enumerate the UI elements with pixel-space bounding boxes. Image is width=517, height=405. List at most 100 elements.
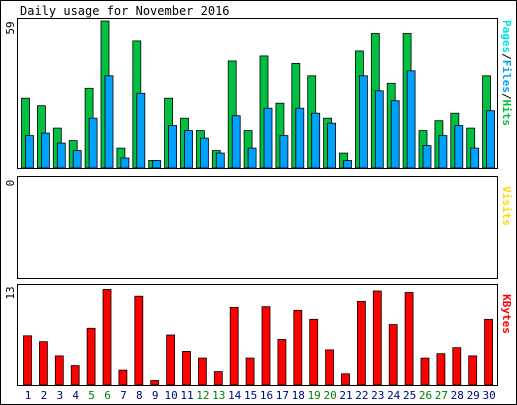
hits-side-label-part-3: /	[500, 93, 513, 100]
kbytes-side-label-part-0: KBytes	[500, 294, 513, 334]
x-tick-day-14: 14	[228, 389, 242, 402]
files-bar-day-28	[454, 125, 464, 169]
files-bar-day-23	[374, 90, 384, 169]
kbytes-bar-day-5	[86, 327, 96, 386]
visits-side-label-part-0: Visits	[500, 186, 513, 226]
kbytes-bar-day-22	[356, 300, 366, 386]
x-tick-day-4: 4	[72, 389, 79, 402]
kbytes-bar-day-27	[436, 353, 446, 386]
x-tick-day-8: 8	[136, 389, 143, 402]
x-tick-day-18: 18	[292, 389, 305, 402]
files-bar-day-19	[311, 112, 321, 169]
x-tick-day-20: 20	[323, 389, 336, 402]
hits-side-label-part-1: /	[500, 53, 513, 60]
hits-side-label-part-2: Files	[500, 60, 513, 93]
files-bar-day-16	[263, 107, 273, 169]
files-bar-day-12	[199, 137, 209, 169]
files-bar-day-30	[486, 110, 496, 169]
kbytes-bar-day-6	[102, 289, 112, 386]
chart-title: Daily usage for November 2016	[20, 4, 230, 18]
files-bar-day-11	[184, 130, 193, 169]
files-bar-day-2	[41, 132, 50, 169]
kbytes-bar-day-30	[484, 318, 494, 386]
x-tick-day-29: 29	[467, 389, 480, 402]
files-bar-day-13	[215, 152, 225, 169]
kbytes-bar-day-1	[23, 335, 32, 386]
kbytes-bar-day-4	[70, 365, 80, 386]
kbytes-bar-day-12	[197, 357, 207, 386]
kbytes-bar-day-3	[54, 355, 64, 386]
files-bar-day-18	[295, 107, 305, 169]
x-tick-day-25: 25	[403, 389, 416, 402]
kbytes-bar-day-20	[325, 349, 335, 386]
kbytes-bar-day-21	[341, 373, 350, 386]
kbytes-bar-day-23	[372, 290, 382, 386]
kbytes-bar-day-16	[261, 306, 271, 386]
files-bar-day-21	[343, 160, 352, 169]
x-tick-day-23: 23	[371, 389, 384, 402]
kbytes-bar-day-7	[118, 369, 128, 386]
files-bar-day-5	[88, 117, 98, 169]
kbytes-bar-day-25	[404, 292, 414, 386]
x-tick-day-13: 13	[212, 389, 225, 402]
visits-max-label: 0	[4, 180, 17, 187]
x-tick-day-6: 6	[104, 389, 111, 402]
files-bar-day-3	[56, 142, 66, 169]
files-bars	[25, 70, 496, 169]
files-bar-day-14	[231, 115, 241, 169]
x-tick-day-5: 5	[88, 389, 95, 402]
kbytes-bar-day-26	[420, 357, 430, 386]
x-tick-day-10: 10	[164, 389, 177, 402]
x-tick-day-7: 7	[120, 389, 127, 402]
kbytes-bar-day-28	[452, 347, 462, 386]
kbytes-bar-day-8	[134, 295, 144, 386]
x-tick-day-24: 24	[387, 389, 401, 402]
visits-side-label: Visits	[500, 186, 513, 226]
hits-side-label-part-4: Hits	[500, 100, 513, 127]
kbytes-bar-day-14	[229, 306, 239, 386]
x-tick-day-16: 16	[260, 389, 273, 402]
files-bar-day-4	[72, 150, 82, 169]
x-tick-day-2: 2	[41, 389, 48, 402]
kbytes-bar-day-24	[388, 324, 398, 386]
x-tick-day-3: 3	[56, 389, 63, 402]
kbytes-max-label: 13	[4, 286, 17, 299]
x-tick-day-9: 9	[152, 389, 159, 402]
visits-panel-frame	[17, 176, 498, 279]
files-bar-day-25	[406, 70, 416, 169]
kbytes-panel-frame	[17, 284, 498, 386]
files-bar-day-6	[104, 75, 114, 169]
kbytes-side-label: KBytes	[500, 294, 513, 334]
kbytes-bar-day-29	[468, 355, 478, 386]
x-tick-day-26: 26	[419, 389, 432, 402]
files-bar-day-1	[25, 135, 34, 169]
kbytes-bar-day-13	[213, 371, 223, 386]
kbytes-bar-day-18	[293, 309, 303, 386]
hits-side-label: Pages/Files/Hits	[500, 20, 513, 126]
files-bar-day-9	[152, 160, 162, 169]
files-bar-day-24	[390, 100, 400, 169]
x-tick-day-22: 22	[355, 389, 368, 402]
files-bar-day-22	[358, 75, 368, 169]
kbytes-bar-day-19	[309, 318, 319, 386]
files-bar-day-29	[470, 147, 480, 169]
x-tick-day-1: 1	[25, 389, 32, 402]
files-bar-day-7	[120, 157, 130, 169]
x-tick-day-15: 15	[244, 389, 257, 402]
files-bar-day-27	[438, 135, 448, 169]
x-tick-day-11: 11	[180, 389, 193, 402]
kbytes-bar-day-9	[150, 380, 160, 386]
x-tick-day-21: 21	[339, 389, 352, 402]
hits-panel-frame	[17, 18, 498, 169]
kbytes-bar-day-15	[245, 357, 255, 386]
x-tick-day-17: 17	[276, 389, 289, 402]
hits-side-label-part-0: Pages	[500, 20, 513, 53]
files-bar-day-8	[136, 92, 146, 169]
kbytes-bar-day-11	[182, 350, 191, 386]
x-tick-day-19: 19	[308, 389, 321, 402]
kbytes-bar-day-10	[166, 334, 176, 386]
files-bar-day-15	[247, 147, 257, 169]
files-bar-day-26	[422, 145, 432, 169]
